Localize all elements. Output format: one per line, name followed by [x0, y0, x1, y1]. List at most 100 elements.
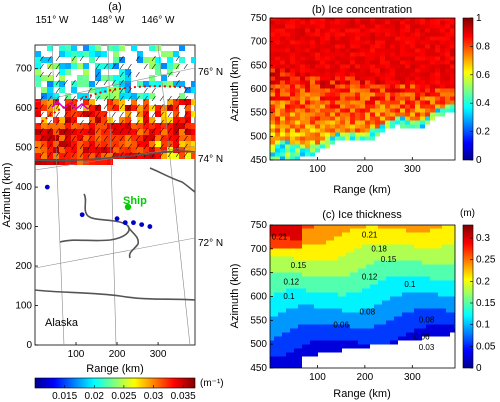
concentration-cell [355, 140, 361, 145]
field-cell [83, 51, 89, 57]
thickness-cell [370, 256, 375, 261]
field-cell [59, 123, 65, 129]
concentration-cell [360, 48, 366, 53]
panel-a-ylabel: Azimuth (km) [1, 163, 13, 228]
thickness-cell [378, 324, 383, 329]
concentration-cell [325, 18, 331, 21]
thickness-cell [386, 332, 391, 337]
thickness-cell [338, 232, 343, 237]
thickness-cell [450, 352, 455, 357]
thickness-cell [402, 248, 407, 253]
field-cell [83, 141, 89, 147]
concentration-cell [360, 80, 366, 85]
concentration-cell [415, 60, 421, 65]
concentration-cell [360, 156, 366, 160]
thickness-cell [414, 336, 419, 341]
thickness-cell [346, 296, 351, 301]
thickness-cell [306, 276, 311, 281]
thickness-cell [298, 276, 303, 281]
concentration-cell [290, 88, 296, 93]
concentration-cell [355, 136, 361, 141]
thickness-cell [346, 332, 351, 337]
thickness-cell [294, 332, 299, 337]
concentration-cell [410, 40, 416, 45]
concentration-cell [330, 76, 336, 81]
concentration-cell [370, 136, 376, 141]
concentration-cell [270, 84, 276, 89]
concentration-cell [300, 52, 306, 57]
thickness-cell [338, 340, 343, 345]
wave-arrow [175, 103, 180, 110]
thickness-cell [310, 248, 315, 253]
thickness-cell [390, 292, 395, 297]
concentration-cell [405, 48, 411, 53]
concentration-cell [355, 36, 361, 41]
concentration-cell [405, 60, 411, 65]
thickness-cell [406, 272, 411, 277]
thickness-cell [378, 256, 383, 261]
concentration-cell [305, 56, 311, 61]
field-cell [95, 93, 101, 99]
concentration-cell [370, 32, 376, 37]
concentration-cell [300, 120, 306, 125]
concentration-cell [405, 156, 411, 160]
thickness-cell [410, 288, 415, 293]
concentration-cell [430, 28, 436, 33]
field-cell [173, 111, 179, 117]
thickness-cell [310, 272, 315, 277]
concentration-cell [325, 124, 331, 129]
thickness-cell [366, 228, 371, 233]
thickness-cell [322, 356, 327, 361]
thickness-cell [366, 300, 371, 305]
field-cell [113, 75, 119, 81]
concentration-cell [420, 100, 426, 105]
thickness-cell [346, 248, 351, 253]
thickness-cell [314, 272, 319, 277]
thickness-cell [386, 240, 391, 245]
thickness-cell [454, 276, 455, 281]
thickness-cell [270, 352, 275, 357]
concentration-cell [410, 96, 416, 101]
concentration-cell [305, 152, 311, 157]
concentration-cell [395, 36, 401, 41]
thickness-cell [454, 272, 455, 277]
thickness-cell [270, 268, 275, 273]
field-cell [71, 153, 77, 159]
thickness-cell [414, 244, 419, 249]
field-cell [65, 117, 71, 123]
thickness-cell [306, 228, 311, 233]
concentration-cell [315, 140, 321, 145]
field-cell [155, 105, 161, 111]
concentration-cell [340, 64, 346, 69]
thickness-cell [298, 328, 303, 333]
concentration-cell [455, 120, 461, 125]
thickness-cell [314, 348, 319, 353]
thickness-cell [442, 244, 447, 249]
concentration-cell [270, 140, 276, 145]
thickness-cell [422, 268, 427, 273]
concentration-cell [375, 132, 381, 137]
thickness-cell [410, 276, 415, 281]
concentration-cell [310, 36, 316, 41]
wave-arrow [151, 143, 156, 150]
thickness-cell [394, 292, 399, 297]
concentration-cell [320, 124, 326, 129]
ice-edge-dotted [37, 85, 191, 126]
concentration-cell [445, 156, 451, 160]
thickness-cell [454, 364, 455, 368]
concentration-cell [345, 80, 351, 85]
concentration-cell [440, 72, 446, 77]
thickness-cell [354, 244, 359, 249]
concentration-cell [370, 104, 376, 109]
thickness-cell [326, 225, 331, 229]
lon-label-146: 146° W [142, 15, 175, 26]
thickness-cell [322, 292, 327, 297]
field-cell [101, 51, 107, 57]
concentration-cell [375, 44, 381, 49]
thickness-cell [350, 308, 355, 313]
concentration-cell [395, 144, 401, 149]
thickness-cell [402, 360, 407, 365]
thickness-cell [350, 280, 355, 285]
thickness-cell [318, 292, 323, 297]
thickness-cell [286, 240, 291, 245]
